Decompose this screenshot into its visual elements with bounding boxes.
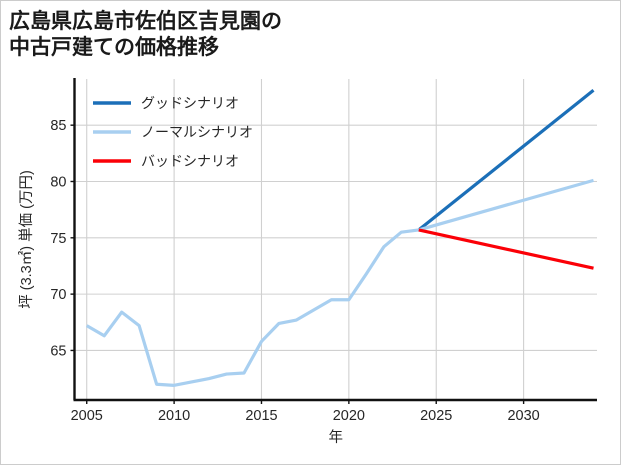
- x-tick-label: 2020: [333, 408, 365, 424]
- y-axis-title: 坪 (3.3㎡) 単価 (万円): [18, 170, 35, 309]
- x-tick-label: 2030: [507, 408, 539, 424]
- y-tick-label: 80: [50, 174, 66, 190]
- legend-label-0: グッドシナリオ: [141, 95, 239, 111]
- x-tick-label: 2015: [245, 408, 277, 424]
- series-lines: [85, 89, 595, 387]
- gridlines: [74, 79, 597, 400]
- y-tick-label: 65: [50, 343, 66, 359]
- y-tick-label: 70: [50, 287, 66, 303]
- x-axis-title: 年: [329, 429, 344, 446]
- series-line-0: [417, 89, 595, 232]
- series-line-2: [418, 228, 594, 270]
- series-line-1: [85, 178, 594, 387]
- page-title: 広島県広島市佐伯区吉見園の 中古戸建ての価格推移: [9, 10, 282, 59]
- legend-label-1: ノーマルシナリオ: [141, 124, 253, 140]
- x-tick-label: 2005: [71, 408, 103, 424]
- x-tick-label: 2010: [158, 408, 190, 424]
- legend-label-2: バッドシナリオ: [141, 153, 239, 169]
- axis-ticks: 65 70 75 80 85 2005 2010 2015 2020 2025 2030: [50, 118, 539, 424]
- y-tick-label: 85: [50, 118, 66, 134]
- axis-spines: [73, 78, 597, 402]
- axis-labels: 年 坪 (3.3㎡) 単価 (万円): [18, 170, 343, 446]
- x-tick-label: 2025: [420, 408, 452, 424]
- y-tick-label: 75: [50, 231, 66, 247]
